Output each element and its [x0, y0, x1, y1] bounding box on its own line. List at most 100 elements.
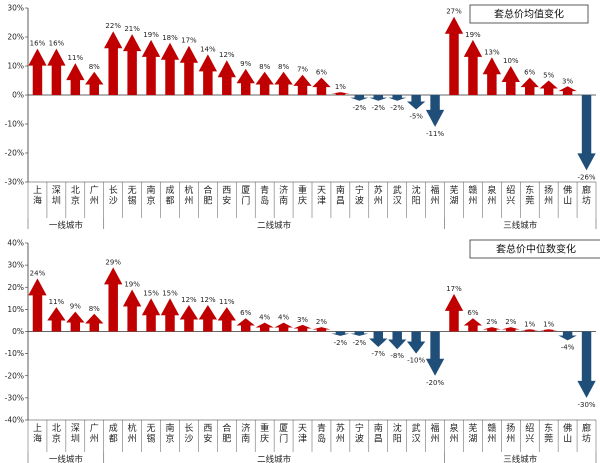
data-label: 12%	[181, 296, 197, 304]
bar-福州	[425, 95, 445, 127]
category-label: 绍	[506, 184, 515, 196]
bar-宁波	[350, 95, 369, 101]
category-label: 州	[374, 196, 383, 207]
data-label: 16%	[30, 40, 46, 48]
category-label: 武	[393, 184, 402, 196]
category-label: 安	[222, 195, 231, 207]
category-label: 赣	[487, 422, 496, 434]
category-label: 深	[52, 185, 61, 196]
category-label: 门	[241, 195, 250, 207]
category-label: 北	[71, 185, 80, 196]
y-tick-label: -20%	[5, 371, 24, 380]
category-label: 南	[336, 184, 345, 196]
data-label: 8%	[259, 63, 270, 71]
data-label: -2%	[371, 104, 385, 112]
data-label: 2%	[486, 318, 497, 326]
category-label: 广	[90, 422, 99, 434]
bar-扬州	[501, 327, 520, 332]
y-tick-label: 0%	[12, 327, 24, 336]
category-label: 波	[355, 433, 364, 445]
category-label: 无	[128, 185, 137, 196]
data-label: 15%	[143, 289, 159, 297]
y-tick-label: -10%	[5, 349, 24, 358]
bar-厦门	[236, 68, 255, 95]
category-label: 西	[203, 423, 212, 434]
category-label: 重	[298, 184, 307, 196]
category-label: 锡	[147, 434, 156, 445]
data-label: -4%	[561, 343, 575, 351]
category-label: 都	[165, 196, 174, 207]
category-label: 青	[317, 422, 326, 434]
category-label: 成	[109, 422, 118, 434]
data-label: 2%	[505, 318, 516, 326]
category-label: 州	[336, 434, 345, 445]
category-label: 南	[165, 422, 174, 434]
category-label: 扬	[506, 422, 515, 434]
category-label: 肥	[222, 434, 231, 445]
category-label: 海	[33, 195, 42, 207]
category-label: 赣	[468, 184, 477, 196]
y-tick-label: -30%	[5, 178, 24, 187]
chart-title: 套总价均值变化	[494, 8, 564, 21]
data-label: 1%	[543, 320, 554, 328]
y-tick-label: 20%	[7, 283, 24, 292]
category-label: 肥	[203, 196, 212, 207]
chart-title-box	[469, 4, 589, 24]
category-label: 武	[412, 422, 421, 434]
y-tick-label: 40%	[7, 239, 24, 248]
category-label: 沈	[393, 422, 402, 434]
data-label: -2%	[334, 339, 348, 347]
y-tick-label: -10%	[5, 120, 24, 129]
category-label: 门	[279, 433, 288, 445]
category-label: 州	[128, 434, 137, 445]
category-label: 山	[563, 196, 572, 207]
data-label: 3%	[297, 316, 308, 324]
data-label: 19%	[124, 280, 140, 288]
category-label: 州	[506, 434, 515, 445]
data-label: 29%	[105, 258, 121, 266]
category-label: 圳	[52, 196, 61, 207]
y-tick-label: 10%	[7, 62, 24, 71]
category-label: 佛	[563, 422, 572, 434]
category-label: 苏	[336, 422, 345, 434]
category-label: 兴	[525, 434, 534, 445]
category-label: 阳	[412, 196, 421, 207]
data-label: 19%	[143, 31, 159, 39]
category-label: 京	[147, 195, 156, 207]
bar-赣州	[463, 39, 483, 95]
category-label: 湖	[449, 196, 458, 207]
category-label: 廊	[582, 184, 591, 196]
bar-苏州	[331, 331, 350, 336]
bar-上海	[28, 48, 47, 95]
data-label: 22%	[105, 22, 121, 30]
category-label: 阳	[393, 434, 402, 445]
category-label: 安	[203, 433, 212, 445]
bar-广州	[85, 313, 104, 332]
data-label: -5%	[409, 113, 423, 121]
category-label: 州	[468, 196, 477, 207]
bar-厦门	[274, 322, 293, 332]
bar-南京	[160, 298, 180, 332]
group-label: 一线城市	[49, 220, 84, 231]
data-label: -30%	[577, 401, 595, 409]
bar-济南	[236, 318, 255, 332]
category-label: 厦	[241, 185, 250, 196]
data-label: 8%	[89, 305, 100, 313]
group-label: 二线城市	[257, 454, 292, 463]
chart-title: 套总价中位数变化	[496, 243, 576, 256]
category-label: 青	[260, 184, 269, 196]
category-label: 圳	[71, 434, 80, 445]
bar-南京	[141, 39, 161, 95]
data-label: 11%	[219, 298, 235, 306]
category-label: 广	[90, 184, 99, 196]
category-label: 湖	[468, 434, 477, 445]
category-label: 东	[525, 184, 534, 196]
bar-武汉	[406, 331, 426, 354]
data-label: 27%	[446, 8, 462, 16]
category-label: 天	[317, 186, 326, 196]
bar-济南	[274, 71, 293, 95]
category-label: 佛	[563, 184, 572, 196]
data-label: -2%	[353, 104, 367, 112]
group-label: 一线城市	[49, 454, 84, 463]
category-label: 厦	[279, 423, 288, 434]
